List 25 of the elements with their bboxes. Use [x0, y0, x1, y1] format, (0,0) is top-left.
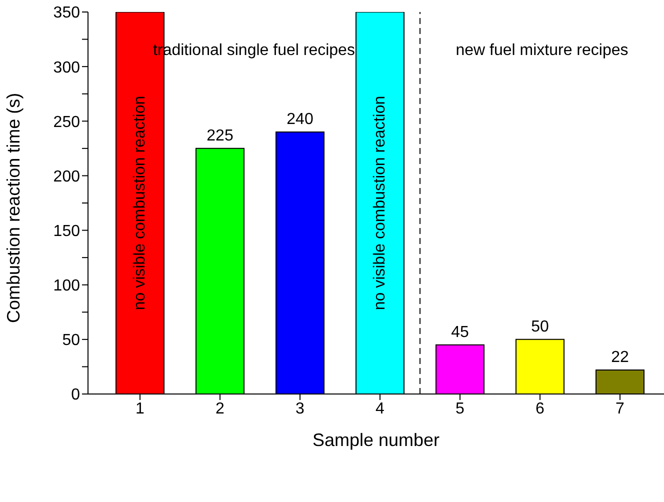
y-tick-label: 250	[53, 114, 80, 131]
x-tick-label: 6	[536, 400, 545, 418]
x-tick-label: 3	[296, 400, 305, 418]
data-label: 22	[611, 348, 629, 366]
y-tick-label: 100	[53, 278, 80, 295]
x-tick-label: 7	[616, 400, 625, 418]
data-label: no visible combustion reaction	[372, 96, 388, 310]
y-tick-label: 300	[53, 59, 80, 76]
x-tick-label: 1	[136, 400, 145, 418]
y-tick-label: 50	[62, 332, 80, 350]
x-tick-label: 5	[456, 400, 465, 418]
data-label: 50	[531, 318, 549, 336]
y-tick-label: 350	[53, 4, 80, 22]
y-axis-title: Combustion reaction time (s)	[3, 92, 24, 323]
y-tick-label: 0	[71, 386, 80, 404]
data-label: 225	[206, 127, 234, 144]
x-axis-title: Sample number	[312, 430, 440, 450]
y-tick-label: 150	[53, 222, 80, 240]
x-tick-label: 4	[376, 400, 385, 418]
x-tick-label: 2	[216, 400, 225, 418]
data-label: no visible combustion reaction	[132, 96, 148, 310]
annotation: new fuel mixture recipes	[454, 42, 630, 60]
data-label: 240	[286, 111, 314, 128]
y-tick-label: 200	[53, 168, 80, 186]
data-label: 45	[451, 324, 469, 341]
